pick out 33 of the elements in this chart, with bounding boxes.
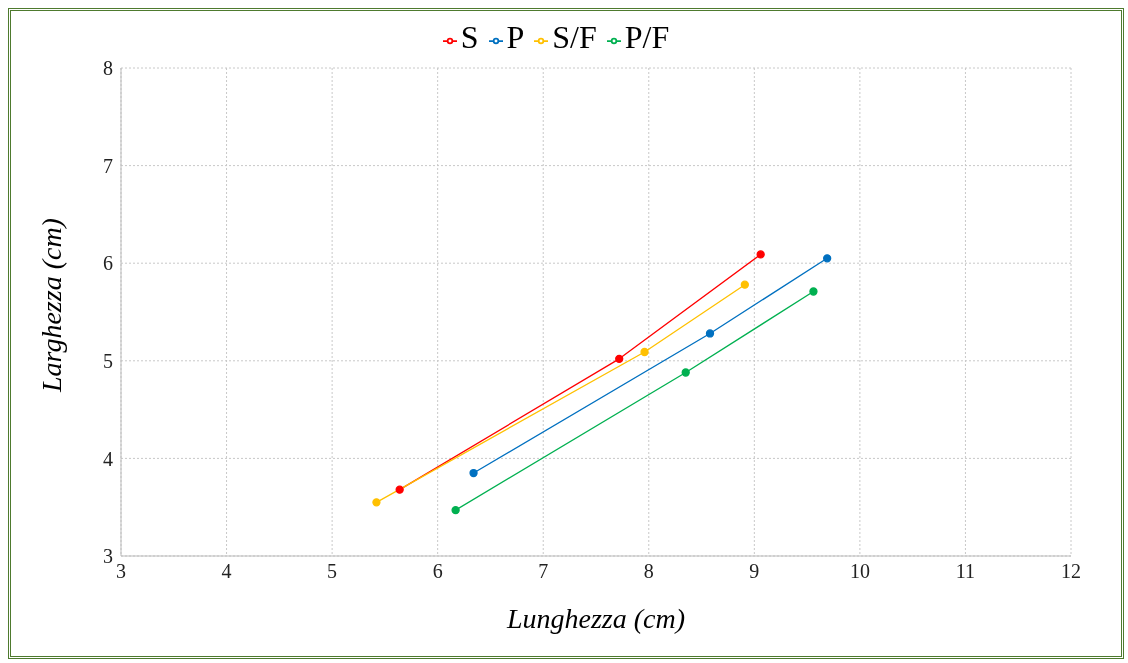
legend-label: S	[460, 19, 479, 55]
point	[740, 280, 749, 289]
point	[681, 368, 690, 377]
x-tick-label: 9	[749, 560, 760, 583]
point	[451, 505, 460, 515]
legend-label: P/F	[624, 19, 670, 55]
x-tick-label: 11	[955, 560, 976, 583]
x-tick-label: 8	[643, 560, 654, 583]
point	[640, 347, 649, 357]
y-tick-label: 3	[103, 545, 113, 568]
y-tick-label: 5	[103, 349, 113, 372]
point	[705, 329, 715, 338]
x-tick-label: 6	[432, 560, 443, 583]
y-tick-label: 6	[103, 252, 113, 275]
x-tick-label: 7	[538, 560, 549, 583]
point	[395, 485, 404, 494]
point	[469, 468, 478, 478]
x-tick-label: 12	[1061, 560, 1081, 583]
point	[823, 254, 832, 263]
point	[615, 354, 624, 363]
y-tick-label: 7	[103, 154, 113, 177]
y-tick-label: 4	[103, 447, 113, 470]
y-tick-label: 8	[103, 57, 113, 80]
point	[756, 250, 765, 259]
x-tick-label: 4	[221, 560, 232, 583]
x-tick-label: 5	[327, 560, 338, 583]
legend-label: P	[506, 19, 525, 55]
legend-label: S/F	[552, 19, 597, 55]
x-axis-title: Lunghezza (cm)	[505, 603, 686, 634]
x-tick-label: 10	[849, 560, 870, 583]
point	[372, 498, 381, 507]
point	[809, 287, 818, 296]
y-axis-title: Larghezza (cm)	[35, 218, 67, 393]
